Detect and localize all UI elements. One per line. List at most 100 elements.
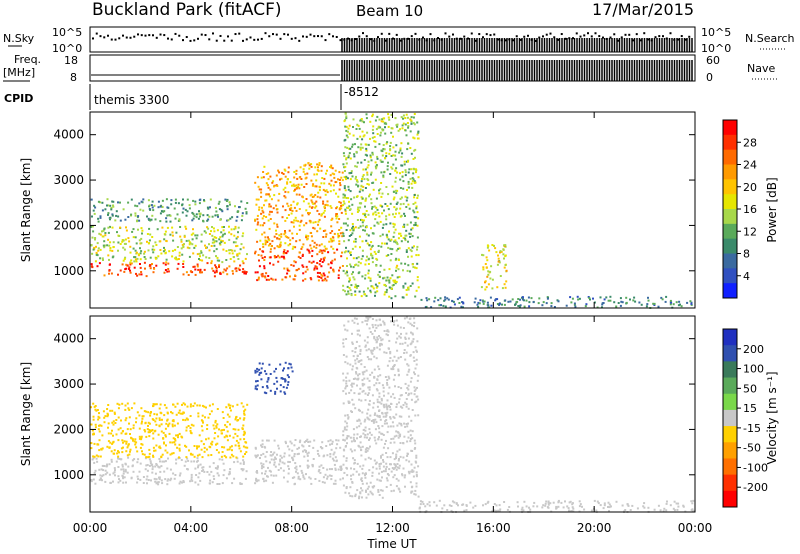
heat-cell bbox=[264, 446, 267, 449]
heat-cell bbox=[409, 235, 412, 238]
heat-cell bbox=[366, 323, 368, 326]
heat-cell bbox=[401, 127, 404, 130]
heat-cell bbox=[153, 413, 156, 416]
heat-cell bbox=[255, 228, 258, 231]
heat-cell bbox=[320, 182, 323, 185]
heat-cell bbox=[143, 261, 146, 264]
heat-cell bbox=[377, 273, 380, 276]
heat-cell bbox=[99, 201, 102, 204]
heat-cell bbox=[344, 420, 347, 423]
heat-cell bbox=[237, 428, 240, 431]
heat-cell bbox=[200, 250, 203, 253]
heat-cell bbox=[165, 258, 168, 261]
heat-cell bbox=[398, 401, 400, 404]
heat-cell bbox=[160, 412, 163, 415]
heat-cell bbox=[361, 120, 364, 123]
heat-cell bbox=[345, 229, 348, 231]
heat-cell bbox=[94, 260, 97, 263]
heat-cell bbox=[166, 226, 169, 229]
heat-cell bbox=[401, 296, 404, 299]
heat-cell bbox=[371, 113, 374, 116]
heat-cell bbox=[279, 460, 282, 463]
heat-cell bbox=[177, 258, 180, 260]
heat-cell bbox=[411, 469, 414, 472]
heat-cell bbox=[188, 255, 191, 258]
heat-cell bbox=[358, 398, 361, 401]
heat-cell bbox=[305, 176, 308, 179]
heat-cell bbox=[187, 425, 190, 427]
nsky-point bbox=[497, 38, 499, 41]
heat-cell bbox=[275, 204, 278, 207]
nsky-point bbox=[590, 35, 593, 38]
heat-cell bbox=[402, 404, 405, 406]
heat-cell bbox=[351, 203, 354, 206]
heat-cell bbox=[125, 229, 128, 232]
heat-cell bbox=[212, 424, 215, 427]
heat-cell bbox=[391, 452, 394, 455]
heat-cell bbox=[352, 382, 355, 385]
heat-cell bbox=[342, 232, 345, 235]
heat-cell bbox=[175, 462, 178, 465]
heat-cell bbox=[405, 229, 408, 232]
heat-cell bbox=[379, 342, 382, 345]
heat-cell bbox=[264, 472, 267, 475]
heat-cell bbox=[313, 268, 316, 271]
heat-cell bbox=[385, 155, 388, 158]
heat-cell bbox=[360, 185, 363, 188]
heat-cell bbox=[378, 479, 381, 482]
heat-cell bbox=[93, 455, 96, 458]
heat-cell bbox=[292, 264, 295, 267]
heat-cell bbox=[373, 136, 376, 138]
heat-cell bbox=[374, 462, 377, 465]
nsky-point bbox=[320, 35, 323, 38]
heat-cell bbox=[320, 169, 323, 172]
heat-cell bbox=[348, 205, 351, 208]
heat-cell bbox=[138, 435, 141, 438]
heat-cell bbox=[136, 274, 139, 277]
heat-cell bbox=[652, 302, 655, 305]
heat-cell bbox=[97, 418, 100, 421]
heat-cell bbox=[411, 430, 414, 433]
heat-cell bbox=[273, 222, 276, 225]
heat-cell bbox=[132, 236, 135, 239]
heat-cell bbox=[299, 478, 302, 481]
heat-cell bbox=[120, 419, 122, 422]
heat-cell bbox=[270, 277, 273, 280]
heat-cell bbox=[550, 305, 553, 308]
heat-cell bbox=[599, 504, 602, 507]
heat-cell bbox=[399, 197, 402, 200]
heat-cell bbox=[124, 404, 127, 407]
heat-cell bbox=[357, 146, 360, 149]
heat-cell bbox=[211, 215, 214, 218]
heat-cell bbox=[407, 286, 410, 289]
heat-cell bbox=[395, 403, 398, 406]
heat-cell bbox=[110, 450, 113, 453]
heat-cell bbox=[254, 369, 257, 372]
heat-cell bbox=[389, 417, 392, 420]
heat-cell bbox=[133, 402, 136, 405]
heat-cell bbox=[378, 409, 381, 412]
heat-cell bbox=[364, 187, 367, 189]
heat-cell bbox=[404, 382, 407, 385]
heat-cell bbox=[344, 272, 347, 275]
heat-cell bbox=[140, 443, 143, 445]
heat-cell bbox=[177, 434, 179, 437]
heat-cell bbox=[355, 372, 358, 375]
heat-cell bbox=[267, 439, 270, 442]
heat-cell bbox=[323, 215, 326, 218]
heat-cell bbox=[404, 358, 407, 361]
heat-cell bbox=[136, 220, 138, 223]
heat-cell bbox=[279, 178, 281, 181]
heat-cell bbox=[351, 247, 354, 250]
heat-cell bbox=[414, 493, 417, 496]
heat-cell bbox=[107, 212, 110, 215]
heat-cell bbox=[142, 209, 145, 212]
heat-cell bbox=[405, 206, 408, 208]
heat-cell bbox=[382, 460, 385, 463]
heat-cell bbox=[287, 465, 290, 468]
heat-cell bbox=[151, 214, 154, 217]
heat-cell bbox=[474, 504, 477, 507]
heat-cell bbox=[322, 188, 325, 191]
heat-cell bbox=[263, 165, 266, 168]
heat-cell bbox=[376, 221, 379, 224]
